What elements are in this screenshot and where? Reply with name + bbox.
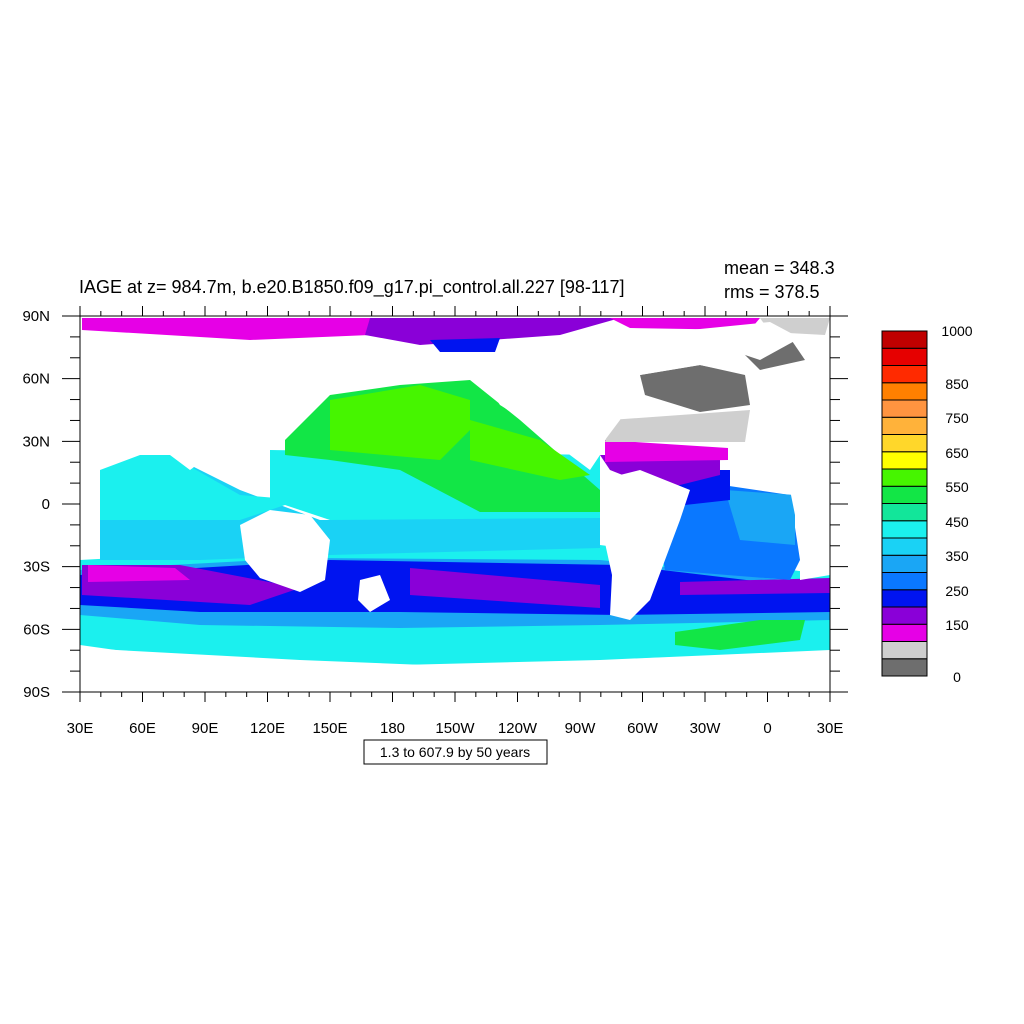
colorbar-swatch [881, 641, 928, 660]
y-tick-label: 30N [22, 433, 50, 450]
region-north-pacific-east [470, 420, 590, 480]
x-tick-label: 120E [250, 720, 285, 737]
colorbar-swatch [881, 520, 928, 539]
colorbar-label: 850 [945, 376, 969, 392]
contour-info-box: 1.3 to 607.9 by 50 years [363, 739, 548, 765]
colorbar-swatch [881, 485, 928, 504]
colorbar: 1000 850 750 650 550 450 350 250 150 0 [881, 323, 973, 685]
colorbar-swatch [881, 382, 928, 401]
region-weddell-green [675, 620, 805, 650]
colorbar-swatch [881, 589, 928, 608]
colorbar-swatch [881, 606, 928, 625]
y-tick-label: 90S [23, 684, 50, 701]
region-atlantic-east [725, 490, 795, 545]
y-axis: 90N 60N 30N 0 30S 60S 90S [22, 308, 848, 701]
region-arctic-magenta [82, 318, 380, 340]
land-south-america [600, 470, 690, 620]
colorbar-swatch [881, 468, 928, 487]
x-tick-label: 60E [129, 720, 156, 737]
y-tick-label: 90N [22, 308, 50, 325]
y-tick-label: 0 [42, 496, 50, 513]
colorbar-swatch [881, 554, 928, 573]
region-gulf-magenta [605, 440, 728, 462]
region-pacific-mid [330, 518, 600, 548]
x-tick-label: 180 [380, 720, 405, 737]
colorbar-swatch [881, 503, 928, 522]
colorbar-swatch [881, 658, 928, 677]
land-antarctica [80, 648, 830, 692]
land-greenland [690, 322, 800, 360]
colorbar-swatch [881, 434, 928, 453]
colorbar-swatch [881, 451, 928, 470]
land-australia [240, 510, 330, 592]
y-tick-label: 60S [23, 621, 50, 638]
x-tick-label: 120W [498, 720, 538, 737]
colorbar-label: 750 [945, 410, 969, 426]
region-labrador-dark [640, 365, 750, 412]
colorbar-label: 350 [945, 548, 969, 564]
colorbar-swatch [881, 365, 928, 384]
mean-label: mean = 348.3 [724, 258, 835, 278]
region-arctic-blue [430, 338, 500, 352]
chart-title: IAGE at z= 984.7m, b.e20.B1850.f09_g17.p… [79, 277, 625, 298]
land-eurasia [82, 332, 365, 470]
region-south-pacific-core [410, 568, 600, 608]
x-tick-label: 150W [435, 720, 475, 737]
rms-label: rms = 378.5 [724, 282, 820, 302]
land-africa [760, 440, 830, 580]
colorbar-swatch [881, 537, 928, 556]
region-north-pacific-core [330, 385, 470, 460]
x-axis: 30E 60E 90E 120E 150E 180 150W 120W 90W 60W 30W 0 30… [67, 306, 844, 737]
map-field [79, 315, 831, 693]
y-tick-label: 30S [23, 559, 50, 576]
colorbar-label: 450 [945, 514, 969, 530]
colorbar-label: 1000 [941, 323, 972, 339]
x-tick-label: 90E [192, 720, 219, 737]
colorbar-swatch [881, 399, 928, 418]
y-tick-label: 60N [22, 371, 50, 388]
x-tick-label: 150E [312, 720, 347, 737]
colorbar-label: 150 [945, 617, 969, 633]
colorbar-swatch [881, 330, 928, 349]
x-tick-label: 60W [627, 720, 659, 737]
colorbar-label: 650 [945, 445, 969, 461]
x-tick-label: 30E [67, 720, 94, 737]
colorbar-label: 250 [945, 583, 969, 599]
x-tick-label: 30E [817, 720, 844, 737]
colorbar-label: 0 [953, 669, 961, 685]
region-south-atlantic-purple [680, 578, 830, 595]
region-gulf-purple [600, 455, 720, 490]
region-indian-north [100, 455, 300, 520]
colorbar-swatch [881, 572, 928, 591]
contour-info-text: 1.3 to 607.9 by 50 years [380, 744, 530, 760]
colorbar-label: 550 [945, 479, 969, 495]
region-arctic-purple [365, 318, 620, 345]
land-north-america [480, 330, 735, 470]
colorbar-swatch [881, 416, 928, 435]
x-tick-label: 90W [565, 720, 597, 737]
x-tick-label: 30W [690, 720, 722, 737]
region-south-indian-magenta [88, 565, 190, 582]
colorbar-swatch [881, 347, 928, 366]
land-new-zealand [358, 575, 390, 612]
colorbar-swatch [881, 623, 928, 642]
x-tick-label: 0 [763, 720, 771, 737]
region-north-atlantic-grey [605, 410, 750, 442]
